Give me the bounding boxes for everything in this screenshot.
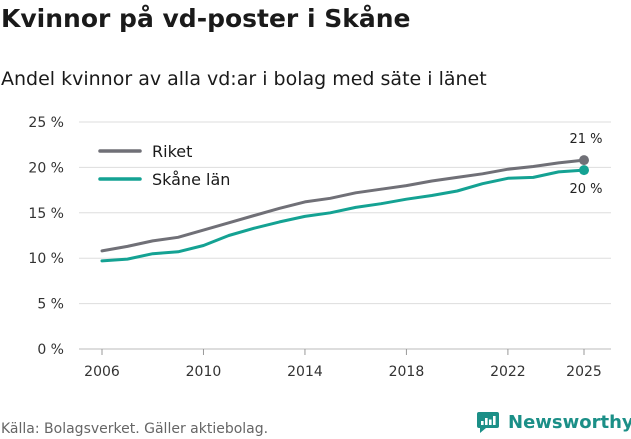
x-tick-label: 2022 [490,364,526,380]
y-tick-label: 5 % [37,297,64,313]
series-line [100,168,586,263]
series-end-point [579,165,589,176]
x-axis-ticks: 2006 2010 2014 2018 2022 2025 [84,349,602,380]
legend: Riket Skåne län [98,142,230,189]
chart-subtitle: Andel kvinnor av alla vd:ar i bolag med … [1,68,487,90]
x-tick-label: 2006 [84,364,120,380]
y-tick-label: 15 % [28,206,64,222]
brand-logo: Newsworthy [476,410,631,434]
series-end-label: 21 % [569,132,602,147]
x-tick-label: 2010 [186,364,222,380]
series-end-point [579,155,589,166]
x-tick-label: 2014 [287,364,323,380]
source-note: Källa: Bolagsverket. Gäller aktiebolag. [1,421,269,437]
y-tick-label: 10 % [28,251,64,267]
y-tick-label: 25 % [28,115,64,131]
series-line [100,158,586,253]
series-end-label: 20 % [569,182,602,197]
y-tick-label: 20 % [28,160,64,176]
series-lines: 21 % 20 % [100,132,603,263]
line-chart: 0 %5 %10 %15 %20 %25 % 2006 2010 2014 2018 2… [28,115,611,380]
y-axis-tick-labels: 0 % 5 % 10 % 15 % 20 % 25 % [28,115,64,358]
legend-label: Skåne län [152,170,230,189]
chart-title: Kvinnor på vd-poster i Skåne [1,4,411,33]
x-tick-label: 2025 [566,364,602,380]
brand-name: Newsworthy [508,411,631,433]
y-tick-label: 0 % [37,342,64,358]
legend-label: Riket [152,142,192,161]
x-tick-label: 2018 [389,364,425,380]
gridlines [79,121,611,350]
bar-chart-logo-icon [477,412,499,433]
